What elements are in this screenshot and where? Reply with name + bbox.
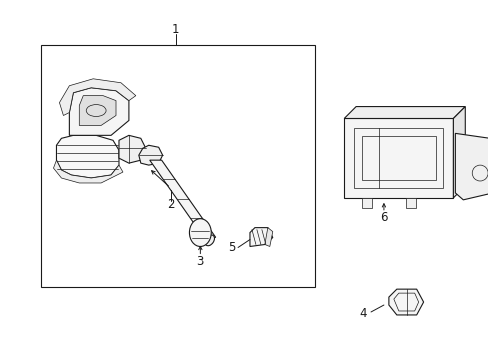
Polygon shape xyxy=(139,145,163,165)
Text: 3: 3 xyxy=(196,255,204,268)
Polygon shape xyxy=(70,88,129,135)
Polygon shape xyxy=(79,96,116,125)
Polygon shape xyxy=(119,135,146,163)
Text: 6: 6 xyxy=(380,211,388,224)
Polygon shape xyxy=(265,228,273,247)
Polygon shape xyxy=(59,79,136,116)
Polygon shape xyxy=(53,160,123,183)
Ellipse shape xyxy=(205,235,215,246)
Polygon shape xyxy=(455,133,490,200)
Polygon shape xyxy=(250,228,273,247)
Bar xyxy=(41,45,316,287)
Polygon shape xyxy=(56,135,119,178)
Ellipse shape xyxy=(190,219,211,247)
Polygon shape xyxy=(344,107,466,118)
Text: 5: 5 xyxy=(228,241,235,254)
Text: 1: 1 xyxy=(172,23,179,36)
Polygon shape xyxy=(150,160,216,237)
Bar xyxy=(362,198,372,208)
Polygon shape xyxy=(389,289,424,315)
Polygon shape xyxy=(453,107,465,198)
Text: 4: 4 xyxy=(360,307,367,320)
Bar xyxy=(406,198,416,208)
Polygon shape xyxy=(344,118,453,198)
Text: 2: 2 xyxy=(167,198,174,211)
